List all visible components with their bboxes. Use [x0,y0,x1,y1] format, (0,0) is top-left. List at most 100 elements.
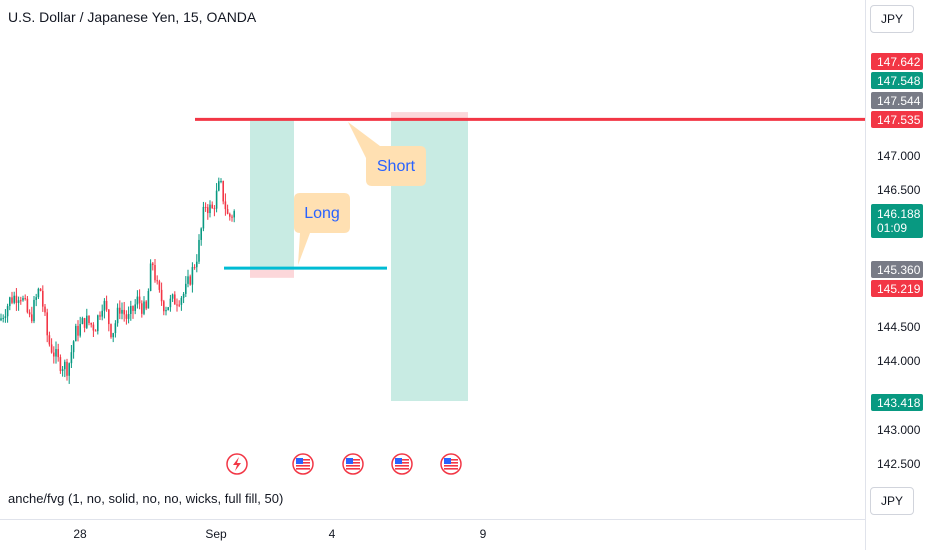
price-tick-label: 146.500 [877,183,921,198]
long-stop-zone[interactable] [250,268,294,278]
price-tick-label: 147.000 [877,149,921,163]
candle-body [213,208,216,210]
candle-body [229,213,231,217]
candle-body [207,207,209,214]
short-callout-bubble[interactable] [348,122,426,186]
indicator-label[interactable]: anche/fvg (1, no, solid, no, no, wicks, … [8,491,284,506]
candle-body [112,333,114,338]
candle-body [189,276,191,285]
candle-body [154,265,156,281]
long-callout-text: Long [304,205,340,222]
candle-body [48,335,51,345]
candle-body [0,318,2,321]
candle-body [156,280,158,282]
price-label-countdown: 01:09 [877,221,908,235]
candle-body [171,294,174,299]
candle-body [204,206,207,208]
candle-body [101,310,103,317]
candle-body [123,309,125,315]
candle-body [11,297,13,303]
chart-canvas[interactable]: Long Short [0,0,865,519]
candle-body [125,314,128,319]
short-stop-zone[interactable] [391,112,468,120]
candle-body [191,267,194,285]
candle-body [99,315,101,317]
price-label: 143.418 [871,394,923,411]
candle-body [2,317,4,319]
candle-body [163,301,165,312]
candle-body [145,301,147,309]
candle-body [92,324,95,331]
price-tick-label: 142.500 [877,456,921,471]
price-label-value: 147.642 [877,54,921,69]
us-flag-event-icon[interactable] [292,453,314,475]
price-label: 146.188 01:09 [871,204,923,238]
candle-body [152,263,154,266]
price-label-value: 147.544 [877,93,921,108]
candle-body [57,349,59,358]
candle-body [136,296,139,305]
currency-button-top[interactable]: JPY [870,5,914,33]
candle-body [176,304,178,306]
candle-body [83,318,86,328]
long-profit-zone[interactable] [250,119,294,269]
candle-body [61,369,64,371]
candle-body [103,300,106,311]
candle-body [158,281,161,290]
candle-body [35,297,37,300]
price-tick-label: 143.000 [877,422,921,437]
candle-body [143,301,145,314]
candle-body [127,314,130,319]
candle-body [187,276,189,284]
long-callout-bubble[interactable] [294,193,350,265]
candle-body [53,352,55,357]
candle-body [108,309,110,325]
candle-body [209,204,211,214]
candle-body [165,310,167,312]
candle-body [24,298,26,300]
candle-body [86,315,88,328]
candle-body [169,298,172,308]
candle-body [224,201,227,210]
candle-body [193,267,196,269]
candle-body [147,290,150,309]
candle-body [132,306,134,311]
currency-button-bottom[interactable]: JPY [870,487,914,515]
flash-event-icon[interactable] [226,453,248,475]
price-label: 145.219 [871,280,923,297]
us-flag-event-icon[interactable] [440,453,462,475]
candle-body [15,295,18,303]
us-flag-event-icon[interactable] [391,453,413,475]
candle-body [26,298,29,313]
long-callout[interactable]: Long [294,193,350,265]
candle-body [64,361,66,370]
candle-body [28,312,31,315]
candle-body [79,323,81,336]
candle-body [72,341,75,353]
short-callout[interactable]: Short [348,122,426,186]
candle-body [105,300,108,310]
candle-body [81,318,84,324]
candle-body [59,357,62,371]
candle-body [13,295,15,303]
price-label: 147.548 [871,72,923,89]
price-label: 147.642 [871,53,923,70]
candle-body [114,323,117,334]
us-flag-event-icon[interactable] [342,453,364,475]
price-label-value: 145.219 [877,281,921,296]
chart-title: U.S. Dollar / Japanese Yen, 15, OANDA [8,9,257,25]
candle-body [178,304,180,306]
candle-body [4,316,7,318]
candle-body [50,344,53,353]
candle-body [149,263,152,291]
candle-body [200,228,202,240]
candle-body [160,289,163,302]
price-label-value: 147.548 [877,73,921,88]
price-tick-label: 144.500 [877,320,921,334]
candle-body [55,349,57,357]
candle-body [116,307,119,324]
candle-body [231,216,233,218]
price-label: 147.535 [871,111,923,128]
candle-body [70,352,73,364]
price-axis-divider [865,0,866,550]
